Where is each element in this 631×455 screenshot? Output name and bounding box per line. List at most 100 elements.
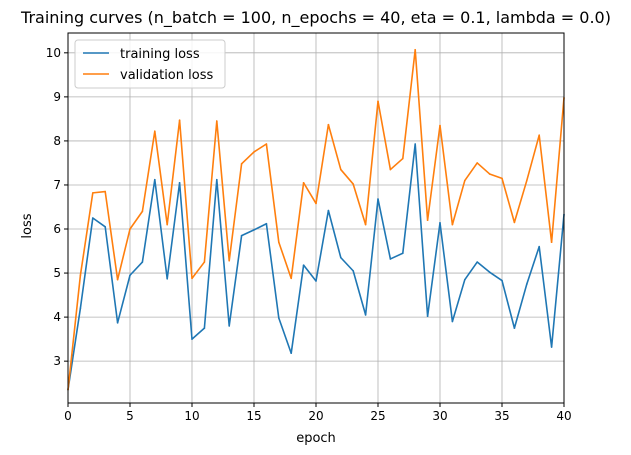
training-loss-point [526,283,528,285]
validation-loss-point [154,130,156,133]
training-loss-point [116,322,119,324]
training-loss-point [389,258,392,260]
validation-loss-point [364,223,367,226]
validation-loss-point [253,151,255,153]
x-tick-label: 25 [370,409,385,423]
validation-loss-point [203,261,206,263]
validation-loss-point [476,162,479,164]
validation-loss-point [352,183,355,185]
training-loss-point [451,320,454,323]
training-loss-point [79,307,82,310]
training-loss-point [216,178,218,181]
validation-loss-point [538,134,540,136]
training-loss-point [265,222,268,225]
chart-title: Training curves (n_batch = 100, n_epochs… [20,8,611,28]
training-loss-point [426,315,429,318]
validation-loss-point [104,190,106,193]
training-loss-point [340,256,342,259]
training-loss-point [488,271,491,273]
validation-loss-point [426,219,429,222]
training-loss-point [327,209,330,212]
training-loss-legend-label: training loss [120,47,200,62]
series-lines [67,48,565,391]
x-tick-label: 5 [126,409,134,423]
x-axis-label: epoch [296,431,336,446]
training-loss-point [315,280,317,282]
x-tick-label: 0 [64,409,72,423]
training-loss-point [228,325,230,327]
legend-box [74,39,226,89]
x-tick-label: 35 [494,409,509,423]
validation-loss-point [302,181,305,184]
training-loss-point [178,181,181,184]
y-tick-label: 8 [53,134,61,148]
training-loss-point [302,264,305,266]
validation-loss-point [526,179,528,182]
validation-loss-point [129,228,131,230]
y-tick-label: 9 [53,90,61,104]
training-loss-point [439,222,441,224]
y-tick-label: 7 [53,178,61,192]
y-tick-label: 4 [53,310,61,324]
y-tick-label: 3 [53,354,61,368]
validation-loss-point [178,119,181,122]
y-tick-label: 5 [53,266,61,280]
validation-loss-point [240,163,243,165]
x-tick-label: 10 [184,409,199,423]
validation-loss-point [389,168,392,171]
training-loss-point [166,277,168,280]
validation-loss-point [166,223,168,226]
axis-ticks: 0 5 10 15 20 25 30 35 40 3 4 5 6 7 8 9 10 [46,46,572,423]
validation-loss-point [141,210,144,213]
validation-loss-point [79,274,82,277]
training-loss-point [550,346,553,348]
y-axis-label: loss [20,213,35,238]
validation-loss-point [464,179,466,182]
training-loss-point [513,327,516,329]
training-loss-point [476,261,479,263]
training-loss-point [240,234,243,237]
validation-loss-point [327,123,330,126]
training-loss-point [191,338,193,340]
x-tick-label: 20 [308,409,323,423]
training-loss-point [290,352,293,355]
legend: training loss validation loss [74,39,226,89]
validation-loss-point [488,173,491,175]
validation-loss-point [439,124,441,127]
training-loss-point [141,261,144,263]
validation-loss-point [414,48,417,51]
x-tick-label: 40 [556,409,571,423]
validation-loss-point [116,278,119,281]
training-loss-point [203,327,206,329]
training-loss-point [501,279,503,282]
validation-loss-point [340,168,342,171]
training-loss-point [464,278,466,281]
validation-loss-point [278,241,280,244]
validation-loss-point [216,120,218,122]
validation-loss-point [402,157,404,160]
training-loss-point [538,245,540,248]
validation-loss-point [228,259,230,262]
training-loss-point [104,226,106,228]
validation-loss-point [265,143,268,145]
training-loss-point [253,229,255,231]
training-loss-point [402,252,404,255]
validation-loss-point [377,100,379,103]
training-loss-point [129,274,131,277]
training-loss-point [352,270,355,272]
training-loss-point [278,317,280,319]
training-loss-point [92,217,94,219]
validation-loss-point [92,192,94,194]
training-loss-point [377,198,379,200]
validation-loss-point [513,221,516,224]
training-loss-point [364,314,367,316]
validation-loss-point [315,202,317,205]
validation-loss-point [550,241,553,244]
x-tick-label: 30 [432,409,447,423]
validation-loss-point [191,277,193,280]
x-tick-label: 15 [246,409,261,423]
training-loss-point [414,143,417,145]
validation-loss-point [290,277,293,280]
validation-loss-point [501,177,503,180]
